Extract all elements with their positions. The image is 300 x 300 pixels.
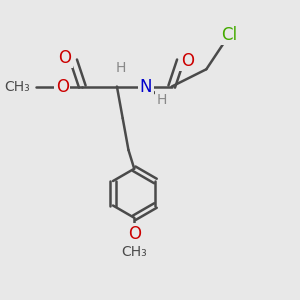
Text: O: O bbox=[128, 225, 141, 243]
Text: Cl: Cl bbox=[221, 26, 238, 44]
Text: O: O bbox=[56, 78, 69, 96]
Text: H: H bbox=[156, 92, 167, 106]
Text: H: H bbox=[116, 61, 126, 75]
Text: O: O bbox=[181, 52, 194, 70]
Text: CH₃: CH₃ bbox=[5, 80, 30, 94]
Text: CH₃: CH₃ bbox=[122, 245, 147, 260]
Text: N: N bbox=[140, 78, 152, 96]
Text: O: O bbox=[58, 49, 71, 67]
